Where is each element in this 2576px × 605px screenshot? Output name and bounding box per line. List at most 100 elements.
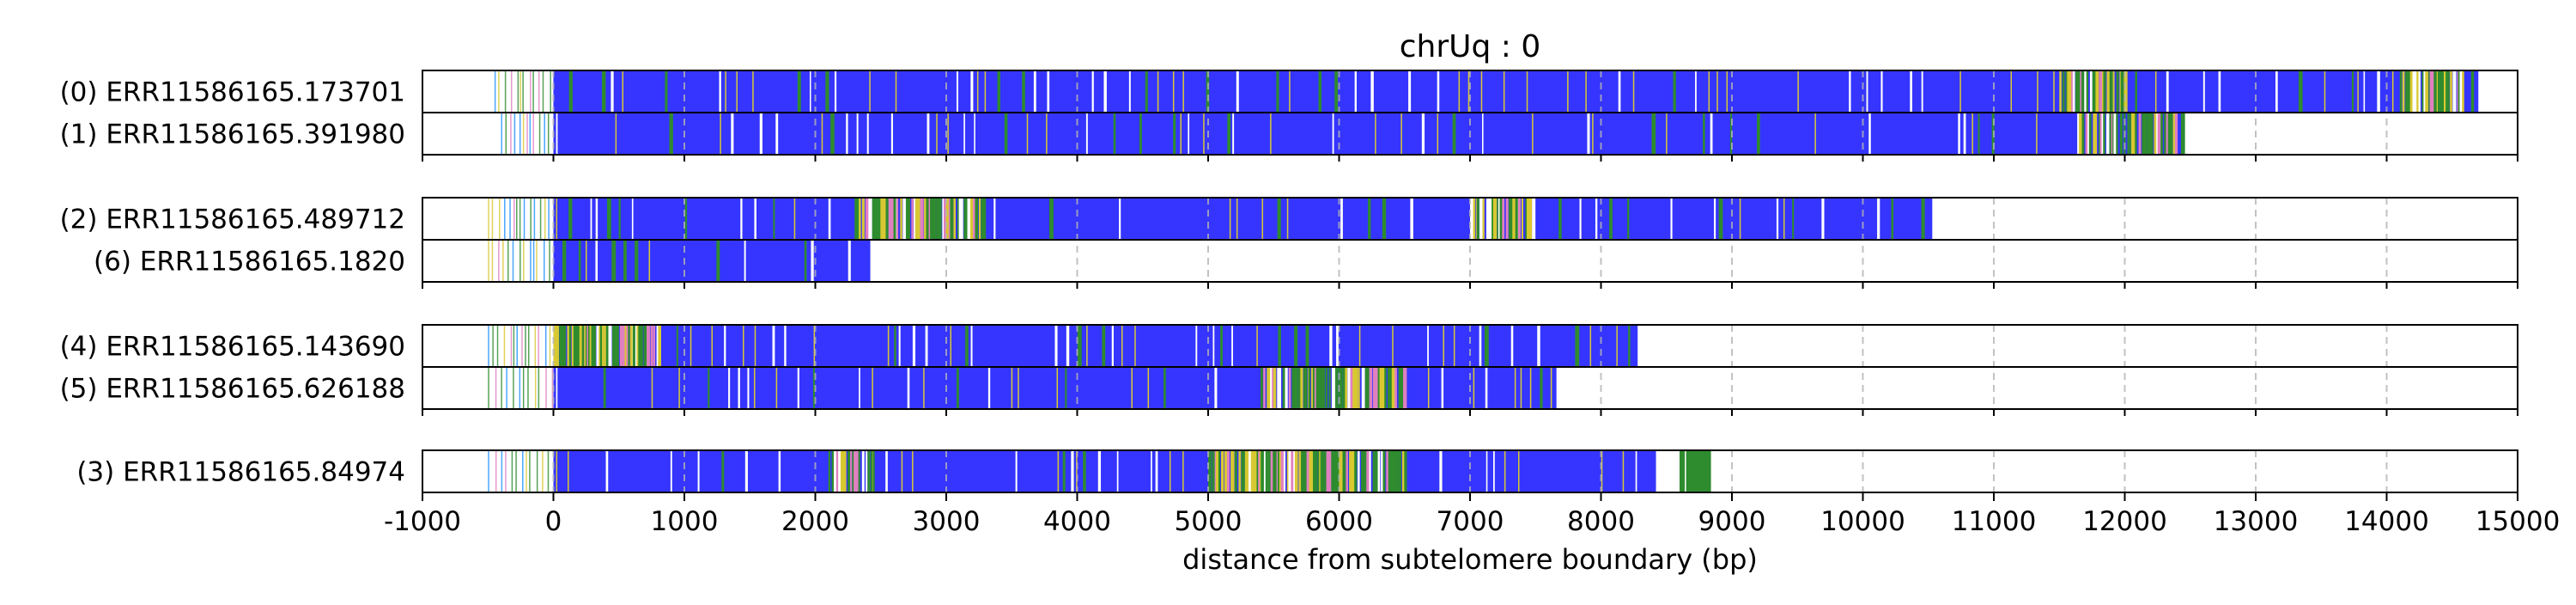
variant-mark (658, 325, 661, 367)
variant-mark (2116, 70, 2119, 113)
prefix-mark (548, 198, 550, 240)
variant-mark (945, 198, 947, 240)
variant-mark (1366, 367, 1371, 409)
variant-mark (956, 367, 959, 409)
variant-mark (1482, 198, 1485, 240)
prefix-mark (539, 198, 542, 240)
variant-mark (1718, 198, 1723, 240)
x-tick-label: 10000 (1820, 506, 1905, 537)
variant-mark (1254, 450, 1258, 492)
prefix-mark (491, 240, 494, 282)
variant-mark (927, 113, 930, 155)
variant-mark (595, 198, 598, 240)
variant-mark (2166, 70, 2169, 113)
variant-mark (970, 325, 973, 367)
variant-mark (744, 240, 746, 282)
variant-mark (1022, 70, 1025, 113)
variant-mark (708, 367, 710, 409)
variant-mark (1182, 70, 1184, 113)
variant-marks (488, 367, 1552, 409)
variant-mark (1595, 198, 1598, 240)
variant-mark (2081, 70, 2086, 113)
variant-mark (1410, 198, 1413, 240)
variant-mark (1504, 450, 1506, 492)
variant-mark (1062, 450, 1066, 492)
variant-mark (603, 367, 606, 409)
prefix-mark (542, 70, 544, 113)
variant-mark (1632, 70, 1635, 113)
prefix-mark (498, 240, 500, 282)
variant-mark (978, 198, 981, 240)
read-track: (3) ERR11586165.84974 (76, 450, 1711, 492)
variant-mark (1372, 450, 1375, 492)
variant-marks (488, 240, 851, 282)
variant-mark (1297, 367, 1302, 409)
variant-mark (1077, 325, 1082, 367)
variant-mark (2085, 113, 2089, 155)
variant-mark (2418, 70, 2421, 113)
variant-mark (1288, 450, 1293, 492)
variant-mark (1499, 198, 1504, 240)
variant-mark (972, 198, 977, 240)
variant-mark (1256, 450, 1260, 492)
variant-mark (2094, 113, 2098, 155)
variant-mark (1404, 450, 1407, 492)
variant-mark (1256, 325, 1258, 367)
variant-mark (916, 198, 921, 240)
variant-mark (1057, 450, 1060, 492)
variant-mark (890, 113, 893, 155)
prefix-mark (527, 367, 529, 409)
variant-mark (936, 113, 938, 155)
variant-mark (754, 198, 756, 240)
variant-mark (1575, 325, 1580, 367)
variant-mark (2174, 113, 2178, 155)
variant-mark (1408, 70, 1412, 113)
variant-mark (907, 367, 910, 409)
variant-mark (1339, 450, 1343, 492)
variant-mark (684, 198, 688, 240)
prefix-mark (510, 325, 513, 367)
read-track: (4) ERR11586165.143690 (60, 325, 1638, 367)
variant-mark (830, 113, 835, 155)
variant-mark (1398, 450, 1402, 492)
variant-mark (844, 450, 847, 492)
prefix-mark (544, 240, 545, 282)
prefix-mark (534, 367, 537, 409)
variant-mark (2119, 70, 2122, 113)
variant-mark (1286, 450, 1290, 492)
variant-mark (925, 325, 928, 367)
variant-mark (2433, 70, 2438, 113)
variant-mark (556, 367, 558, 409)
variant-mark (618, 198, 621, 240)
variant-mark (1173, 113, 1176, 155)
variant-mark (1368, 198, 1371, 240)
variant-mark (1439, 450, 1443, 492)
variant-mark (601, 70, 606, 113)
variant-mark (835, 450, 839, 492)
variant-mark (613, 325, 617, 367)
variant-mark (2363, 70, 2366, 113)
variant-mark (556, 113, 558, 155)
variant-mark (2357, 70, 2359, 113)
variant-mark (2443, 70, 2446, 113)
variant-mark (1203, 113, 1205, 155)
variant-mark (2135, 113, 2137, 155)
variant-mark (2112, 113, 2115, 155)
variant-mark (1375, 367, 1377, 409)
variant-mark (924, 198, 928, 240)
variant-mark (1049, 198, 1054, 240)
variant-mark (797, 367, 799, 409)
variant-mark (2135, 70, 2138, 113)
variant-mark (1121, 325, 1123, 367)
variant-mark (568, 450, 569, 492)
prefix-mark (526, 113, 528, 155)
variant-mark (1384, 367, 1387, 409)
variant-mark (1131, 367, 1133, 409)
variant-mark (1453, 325, 1455, 367)
variant-mark (969, 198, 974, 240)
variant-mark (2062, 70, 2065, 113)
variant-mark (2099, 113, 2104, 155)
variant-mark (553, 325, 558, 367)
prefix-mark (529, 113, 532, 155)
